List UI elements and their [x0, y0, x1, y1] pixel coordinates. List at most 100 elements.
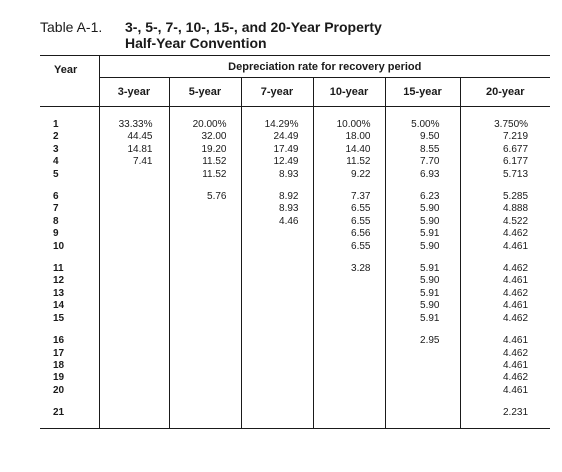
rate-cell	[169, 240, 242, 254]
spacer-cell	[313, 419, 386, 429]
rate-cell	[313, 359, 386, 373]
year-cell: 17	[40, 347, 100, 360]
rate-cell: 12.49	[241, 156, 314, 169]
rate-cell	[169, 335, 242, 348]
rate-cell	[313, 335, 386, 348]
year-cell: 19	[40, 372, 100, 385]
rate-cell: 9.50	[385, 131, 461, 144]
rate-cell: 5.91	[385, 287, 461, 301]
column-header-5-year: 5-year	[169, 77, 242, 107]
rate-cell: 6.55	[313, 215, 386, 229]
year-cell: 9	[40, 228, 100, 241]
year-cell: 13	[40, 287, 100, 301]
spacer-cell	[313, 253, 386, 264]
rate-cell: 19.20	[169, 143, 242, 157]
year-cell: 6	[40, 191, 100, 204]
year-cell: 14	[40, 300, 100, 313]
spacer-cell	[385, 419, 461, 429]
rate-cell: 7.41	[99, 156, 170, 169]
spacer-cell	[99, 397, 170, 408]
spacer-cell	[460, 419, 551, 429]
rate-cell: 24.49	[241, 131, 314, 144]
rate-cell	[169, 407, 242, 420]
spacer-cell	[40, 106, 100, 119]
rate-cell	[99, 300, 170, 313]
spacer-cell	[313, 181, 386, 192]
year-cell: 11	[40, 263, 100, 276]
rate-cell: 3.28	[313, 263, 386, 276]
rate-cell: 11.52	[313, 156, 386, 169]
rate-cell: 14.40	[313, 143, 386, 157]
rate-cell	[99, 359, 170, 373]
rate-cell	[385, 407, 461, 420]
rate-cell	[99, 372, 170, 385]
rate-cell: 2.95	[385, 335, 461, 348]
rate-cell: 7.219	[503, 131, 529, 143]
rate-cell: 6.55	[313, 203, 386, 216]
rate-cell: 32.00	[169, 131, 242, 144]
spacer-cell	[40, 419, 100, 429]
rate-cell	[313, 275, 386, 288]
rate-cell	[241, 359, 314, 373]
rate-cell: 8.93	[241, 203, 314, 216]
table-row: 2 44.45 32.00 24.49 18.00 9.50 7.219	[40, 131, 550, 144]
rate-cell: 4.461	[503, 275, 529, 287]
rate-cell	[241, 263, 314, 276]
column-header-15-year: 15-year	[385, 77, 461, 107]
rate-cell: 6.55	[313, 240, 386, 254]
column-header-20-year: 20-year	[460, 77, 551, 107]
rate-cell	[385, 359, 461, 373]
year-cell: 10	[40, 240, 100, 254]
spacer-cell	[385, 106, 461, 119]
rate-cell: 5.91	[385, 312, 461, 326]
rate-cell: 4.522	[503, 215, 529, 227]
rate-cell: 18.00	[313, 131, 386, 144]
spacer-cell	[460, 107, 550, 120]
spacer-cell	[169, 325, 242, 336]
spacer-cell	[241, 181, 314, 192]
table-row: 21 2.231	[40, 407, 550, 420]
rate-cell	[241, 384, 314, 398]
year-cell: 2	[40, 131, 100, 144]
rate-cell: 6.56	[313, 228, 386, 241]
spacer-cell	[385, 397, 461, 408]
rate-cell	[241, 372, 314, 385]
spacer-cell	[169, 397, 242, 408]
rate-cell	[169, 359, 242, 373]
rate-cell: 6.177	[503, 156, 529, 168]
spacer-cell	[460, 325, 550, 335]
rate-cell: 14.81	[99, 143, 170, 157]
rate-cell: 4.461	[503, 359, 529, 371]
spacer-cell	[460, 253, 550, 263]
rate-cell	[241, 312, 314, 326]
rate-cell	[313, 287, 386, 301]
rate-cell	[169, 287, 242, 301]
rate-cell: 5.90	[385, 215, 461, 229]
rate-cell	[241, 287, 314, 301]
rate-cell: 7.37	[313, 191, 386, 204]
rate-cell: 5.713	[503, 168, 529, 180]
year-cell: 8	[40, 215, 100, 229]
year-cell: 7	[40, 203, 100, 216]
spacer-cell	[313, 325, 386, 336]
rate-cell	[99, 347, 170, 360]
rate-cell: 5.91	[385, 228, 461, 241]
rate-cell	[241, 347, 314, 360]
rate-cell: 5.90	[385, 275, 461, 288]
year-cell: 21	[40, 407, 100, 420]
table-row: 17 4.462	[40, 347, 550, 360]
rate-cell: 5.90	[385, 203, 461, 216]
rate-cell	[385, 372, 461, 385]
rate-cell	[99, 263, 170, 276]
spacer-cell	[40, 253, 100, 264]
rate-cell	[169, 312, 242, 326]
table-row: 1 33.33% 20.00% 14.29% 10.00% 5.00% 3.750%	[40, 119, 550, 132]
rate-cell	[99, 240, 170, 254]
rate-cell: 4.462	[503, 312, 529, 324]
spacer-cell	[99, 325, 170, 336]
rate-cell	[169, 228, 242, 241]
table-row: 10 6.55 5.90 4.461	[40, 240, 550, 254]
spacer-cell	[169, 253, 242, 264]
rate-cell: 5.00%	[385, 119, 461, 132]
spacer-row	[40, 397, 550, 408]
